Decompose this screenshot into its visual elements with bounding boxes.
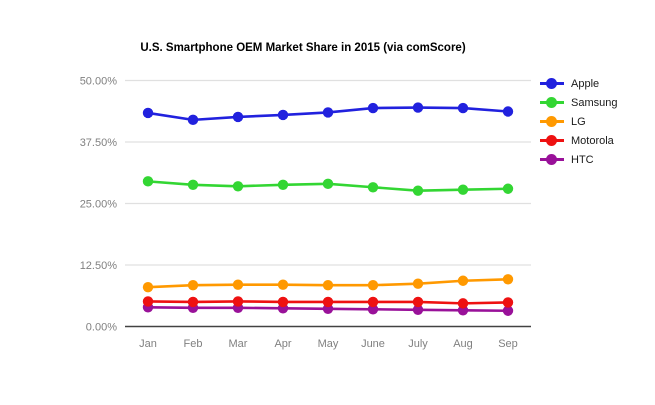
data-point-samsung-feb — [187, 179, 199, 191]
data-point-motorola-apr — [277, 296, 289, 308]
data-point-lg-jan — [142, 281, 154, 293]
data-point-lg-aug — [457, 275, 469, 286]
legend-marker-icon — [540, 78, 564, 89]
data-point-apple-july — [412, 102, 424, 113]
legend-label: HTC — [571, 153, 594, 166]
legend: Apple Samsung LG Motorola HTC — [540, 77, 617, 172]
data-point-motorola-july — [412, 296, 424, 308]
data-point-motorola-jan — [142, 296, 154, 307]
data-point-apple-may — [322, 107, 334, 118]
x-tick-label: June — [361, 338, 385, 350]
legend-marker-icon — [540, 154, 564, 165]
y-tick-label: 12.50% — [80, 260, 118, 272]
legend-label: Samsung — [571, 96, 618, 109]
data-point-htc-sep — [502, 305, 514, 316]
legend-label: Apple — [571, 77, 600, 90]
data-point-lg-apr — [277, 279, 289, 290]
y-tick-label: 37.50% — [80, 137, 118, 149]
data-point-samsung-july — [412, 185, 424, 196]
data-point-samsung-june — [367, 182, 379, 193]
y-tick-label: 50.00% — [80, 76, 118, 88]
data-point-apple-apr — [277, 109, 289, 121]
x-tick-label: Jan — [139, 338, 157, 350]
x-tick-label: Apr — [274, 338, 291, 350]
chart-title: U.S. Smartphone OEM Market Share in 2015… — [140, 42, 466, 54]
x-tick-label: May — [318, 338, 339, 350]
legend-item-htc: HTC — [540, 153, 617, 166]
data-point-samsung-aug — [457, 184, 469, 195]
data-point-htc-june — [367, 304, 379, 315]
legend-label: LG — [571, 115, 586, 128]
y-tick-label: 0.00% — [86, 322, 117, 334]
data-point-lg-may — [322, 279, 334, 291]
data-point-lg-july — [412, 278, 424, 289]
data-point-apple-jan — [142, 107, 154, 119]
x-tick-label: July — [408, 338, 428, 350]
data-point-apple-aug — [457, 102, 469, 114]
data-point-motorola-aug — [457, 298, 469, 309]
x-tick-label: Aug — [453, 338, 473, 350]
data-point-motorola-feb — [187, 296, 199, 308]
legend-item-apple: Apple — [540, 77, 617, 90]
data-point-apple-sep — [502, 106, 514, 117]
data-point-motorola-may — [322, 296, 334, 308]
legend-marker-icon — [540, 97, 564, 108]
legend-marker-icon — [540, 116, 564, 127]
data-point-apple-june — [367, 102, 379, 114]
data-point-samsung-sep — [502, 183, 514, 194]
x-tick-label: Mar — [229, 338, 248, 350]
data-point-samsung-may — [322, 178, 334, 190]
legend-item-motorola: Motorola — [540, 134, 617, 147]
data-point-lg-sep — [502, 274, 514, 285]
data-point-htc-july — [412, 304, 424, 315]
legend-item-lg: LG — [540, 115, 617, 128]
data-point-samsung-mar — [232, 181, 244, 192]
data-point-samsung-apr — [277, 179, 289, 191]
data-point-lg-feb — [187, 279, 199, 291]
legend-marker-icon — [540, 135, 564, 146]
x-tick-label: Sep — [498, 338, 518, 350]
data-point-lg-june — [367, 279, 379, 291]
data-point-motorola-sep — [502, 297, 514, 308]
data-point-samsung-jan — [142, 176, 154, 187]
data-point-motorola-mar — [232, 296, 244, 307]
data-point-lg-mar — [232, 279, 244, 290]
x-tick-label: Feb — [184, 338, 203, 350]
data-point-motorola-june — [367, 296, 379, 308]
data-point-apple-feb — [187, 114, 199, 126]
data-point-apple-mar — [232, 111, 244, 123]
y-tick-label: 25.00% — [80, 199, 118, 211]
legend-item-samsung: Samsung — [540, 96, 617, 109]
legend-label: Motorola — [571, 134, 614, 147]
